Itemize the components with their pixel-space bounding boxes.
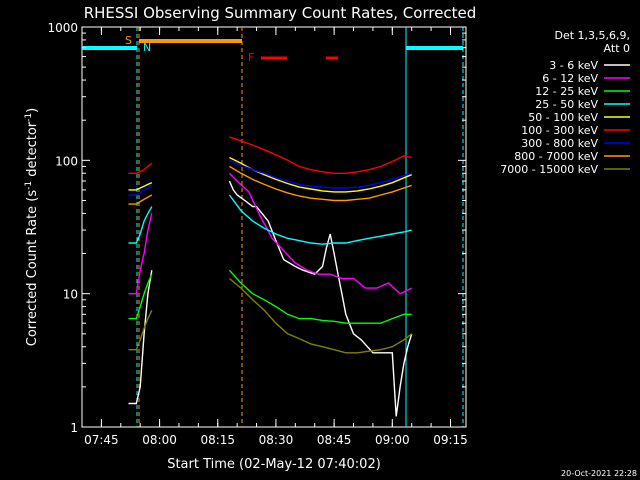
series-line-8 <box>128 277 413 354</box>
legend-label: 25 - 50 keV <box>535 98 598 111</box>
ticks-layer: 07:45 08:00 08:15 08:30 08:45 09:00 09:15 1 10 10… <box>47 21 467 447</box>
y-tick-label: 100 <box>55 154 78 168</box>
series-line-7 <box>128 165 412 205</box>
legend-header-line2: Att 0 <box>604 42 630 55</box>
series-line-1 <box>128 172 413 295</box>
series-line-5 <box>128 136 412 174</box>
y-axis-label-sup1: -1 <box>24 181 34 190</box>
series-line-3 <box>128 194 412 245</box>
x-axis-label: Start Time (02-May-12 07:40:02) <box>167 457 381 472</box>
series-line-6 <box>128 159 412 196</box>
coverage-bars <box>82 39 463 60</box>
annotation-n: N <box>143 41 151 54</box>
annotation-s: S <box>125 34 132 47</box>
y-axis-label-part3: ) <box>25 108 40 113</box>
y-axis-label-part2: detector <box>25 121 40 181</box>
legend-label: 800 - 7000 keV <box>514 150 598 163</box>
series-line-4 <box>128 156 412 193</box>
x-tick-label: 08:45 <box>317 433 352 447</box>
legend-label: 3 - 6 keV <box>549 59 598 72</box>
plot-frame <box>81 26 467 428</box>
chart-title: RHESSI Observing Summary Count Rates, Co… <box>84 4 477 22</box>
x-tick-label: 08:30 <box>259 433 294 447</box>
annotation-f: F <box>248 51 254 64</box>
y-tick-label: 10 <box>63 288 78 302</box>
y-axis-label-sup2: -1 <box>24 113 34 122</box>
event-markers <box>136 27 464 427</box>
y-tick-label: 1000 <box>47 21 78 35</box>
y-tick-label: 1 <box>70 421 78 435</box>
legend-label: 100 - 300 keV <box>521 124 598 137</box>
x-tick-label: 09:15 <box>433 433 468 447</box>
legend-label: 50 - 100 keV <box>528 111 598 124</box>
x-tick-label: 08:15 <box>200 433 235 447</box>
x-tick-label: 07:45 <box>84 433 119 447</box>
series-line-2 <box>128 269 412 324</box>
legend-label: 7000 - 15000 keV <box>500 163 598 176</box>
series-layer <box>128 136 413 417</box>
legend-label: 6 - 12 keV <box>542 72 598 85</box>
timestamp: 20-Oct-2021 22:28 <box>561 469 637 478</box>
x-tick-label: 08:00 <box>142 433 177 447</box>
legend-label: 12 - 25 keV <box>535 85 598 98</box>
y-axis-label: Corrected Count Rate (s-1 detector-1) <box>24 108 40 346</box>
legend-header-line1: Det 1,3,5,6,9, <box>554 29 630 42</box>
x-tick-label: 09:00 <box>375 433 410 447</box>
legend-label: 300 - 800 keV <box>521 137 598 150</box>
y-axis-label-part1: Corrected Count Rate (s <box>25 190 40 347</box>
